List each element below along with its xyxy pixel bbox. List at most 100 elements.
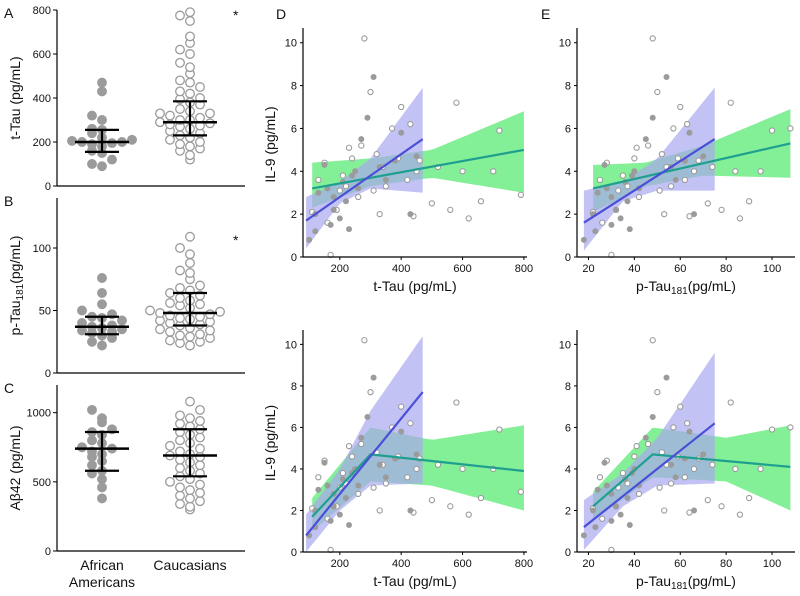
data-point-african-american [608, 221, 615, 228]
data-point-caucasian [496, 426, 503, 433]
data-point-caucasian [656, 187, 663, 194]
y-tick-label: 50 [39, 306, 51, 318]
y-tick-label: 8 [565, 81, 571, 93]
x-axis-label: t-Tau (pg/mL) [373, 573, 456, 589]
y-tick-label: 0 [291, 547, 297, 559]
data-point-caucasian [373, 150, 380, 158]
data-point-caucasian [615, 187, 622, 194]
y-tick-label: 10 [559, 339, 571, 351]
data-point [175, 86, 185, 97]
regression-panel-3: 0 2 4 6 8 10 200 400 600 800 t-Tau (pg/mL) IL-9 (pg… [262, 330, 533, 589]
y-tick-label: 0 [565, 547, 571, 559]
data-point-caucasian [768, 127, 776, 134]
data-point [195, 443, 205, 454]
data-point [195, 82, 205, 92]
x-tick-label: 40 [628, 558, 640, 570]
data-point-african-american [355, 482, 362, 489]
data-point-caucasian [732, 168, 739, 175]
data-point-african-american [336, 215, 343, 222]
data-point-caucasian [683, 120, 691, 128]
data-point-caucasian [355, 193, 362, 201]
data-point-caucasian [633, 144, 640, 151]
data-point-caucasian [619, 172, 627, 179]
data-point [175, 418, 185, 429]
data-point [97, 299, 107, 310]
data-point-caucasian [388, 125, 396, 132]
data-point-caucasian [599, 219, 606, 226]
y-tick-label: 8 [291, 81, 297, 93]
y-axis-label: Aβ42 (pg/mL) [7, 425, 23, 510]
data-point [175, 75, 185, 86]
x-tick-label: 400 [392, 558, 410, 570]
ci-band-african-americans [583, 87, 715, 251]
data-point-african-american [312, 228, 319, 235]
data-point [185, 413, 195, 424]
panel-label: E [541, 6, 550, 22]
y-tick-label: 10 [285, 38, 297, 50]
data-point-african-american [327, 517, 334, 524]
data-point [185, 31, 195, 42]
data-point-caucasian [757, 465, 764, 473]
data-point [195, 487, 205, 498]
y-axis-label: t-Tau (pg/mL) [7, 56, 23, 139]
data-point-african-american [590, 507, 597, 514]
data-point [77, 442, 87, 453]
data-point [155, 324, 165, 335]
data-point-african-american [321, 459, 328, 466]
data-point-african-american [364, 414, 371, 421]
data-point-african-american [346, 522, 353, 529]
panel-a: A 0 200 400 600 800 t-Tau (pg/mL) * [4, 5, 245, 193]
data-point-caucasian [428, 496, 436, 504]
group-label-african-americans: African [80, 557, 124, 573]
group-label-african-americans-line2: Americans [69, 574, 135, 590]
data-point-african-american [382, 474, 389, 481]
data-point-african-american [315, 189, 322, 196]
data-point-african-american [700, 153, 707, 160]
regression-panel-2: E 0 2 4 6 8 10 20 40 60 80 100 p-Tau181(pg/mL) [541, 6, 795, 297]
data-point-caucasian [670, 424, 677, 431]
y-tick-label: 4 [565, 464, 571, 476]
data-point [175, 490, 185, 501]
data-point-caucasian [517, 488, 525, 495]
data-point-african-american [686, 428, 693, 435]
data-point-caucasian [342, 183, 350, 190]
data-point-african-american [700, 451, 707, 458]
data-point [97, 77, 107, 88]
y-tick-label: 100 [33, 243, 51, 255]
data-point-caucasian [398, 403, 405, 410]
data-point-caucasian [398, 103, 405, 111]
y-axis-label: IL-9 (pg/mL) [262, 405, 278, 481]
data-point-african-american [327, 221, 334, 228]
x-tick-label: 400 [392, 263, 410, 275]
data-point-african-american [601, 161, 608, 168]
data-point [165, 440, 175, 451]
fit-line-african-americans [583, 422, 716, 528]
data-point-african-american [352, 168, 359, 175]
data-point-african-american [315, 486, 322, 493]
data-point-african-american [382, 176, 389, 183]
data-point [195, 432, 205, 443]
data-point-caucasian [465, 215, 472, 222]
data-point-caucasian [718, 206, 725, 214]
data-point [97, 493, 107, 504]
data-point-african-american [613, 206, 620, 213]
data-point-caucasian [413, 465, 420, 473]
data-point-caucasian [345, 442, 353, 450]
x-axis-label: t-Tau (pg/mL) [373, 278, 456, 294]
data-point-african-american [358, 434, 365, 441]
data-point-caucasian [727, 99, 734, 106]
data-point-caucasian [367, 388, 374, 396]
data-point [97, 482, 107, 493]
data-point [127, 134, 137, 145]
y-tick-label: 500 [33, 477, 51, 489]
group-label-caucasians: Caucasians [153, 557, 226, 573]
data-point [175, 44, 185, 55]
y-tick-label: 200 [33, 137, 51, 149]
data-point-caucasian [674, 155, 682, 162]
data-point-african-american [608, 517, 615, 524]
x-tick-label: 40 [628, 263, 640, 275]
data-point-caucasian [453, 399, 460, 406]
panel-b: B 0 50 100 p-Tau181(pg/mL) * [4, 193, 245, 380]
x-tick-label: 200 [331, 558, 349, 570]
